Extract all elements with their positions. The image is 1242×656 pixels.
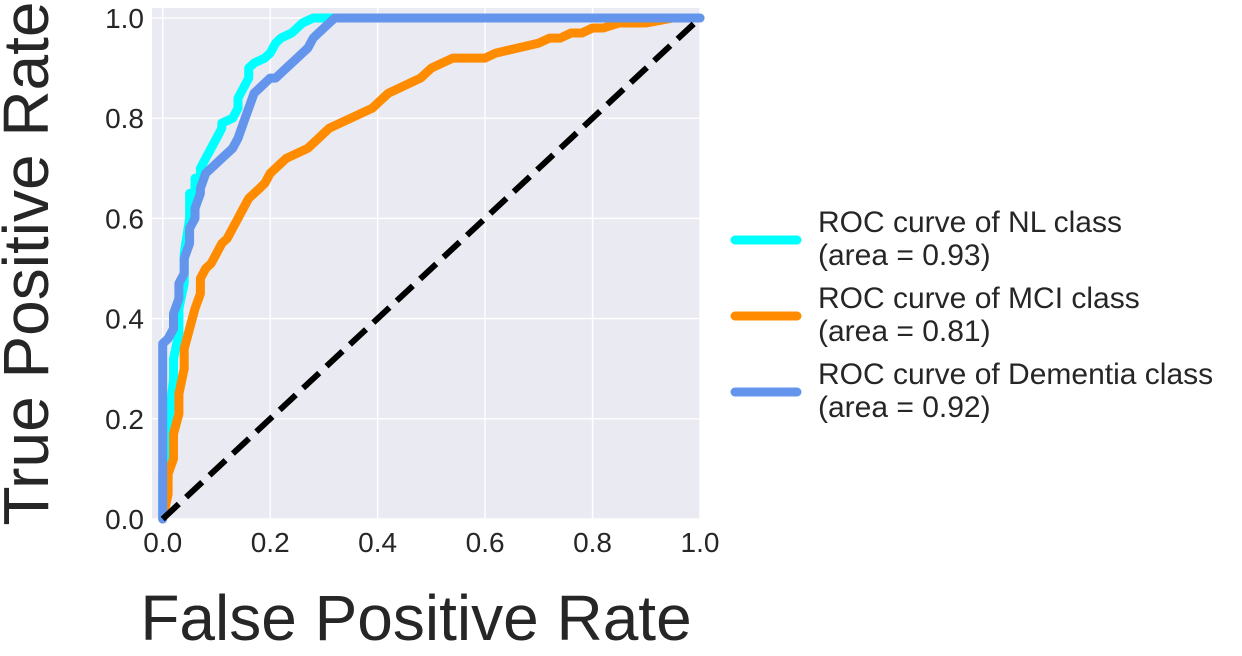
x-tick-label: 0.6 [466,527,505,558]
legend: ROC curve of NL class(area = 0.93)ROC cu… [730,206,1213,424]
legend-entry: ROC curve of Dementia class(area = 0.92) [730,358,1213,424]
x-axis-label: False Positive Rate [140,582,691,654]
legend-area-label: (area = 0.92) [818,391,991,424]
roc-curve-0 [158,13,705,524]
legend-entry: ROC curve of MCI class(area = 0.81) [730,282,1140,348]
x-tick-label: 1.0 [681,527,720,558]
x-tick-labels: 0.0 0.2 0.4 0.6 0.8 1.0 [143,527,719,558]
series-layer [158,13,705,524]
x-tick-label: 0.0 [143,527,182,558]
x-tick-label: 0.2 [251,527,290,558]
legend-label: ROC curve of NL class [818,206,1122,239]
legend-entry: ROC curve of NL class(area = 0.93) [730,206,1122,272]
y-tick-label: 0.0 [105,504,144,535]
roc-curve-2 [158,13,705,524]
y-tick-label: 0.2 [105,404,144,435]
y-tick-label: 1.0 [105,3,144,34]
y-tick-label: 0.8 [105,103,144,134]
y-axis-label: True Positive Rate [0,1,62,525]
x-tick-label: 0.8 [573,527,612,558]
legend-area-label: (area = 0.93) [818,239,991,272]
y-tick-labels: 0.0 0.2 0.4 0.6 0.8 1.0 [105,3,144,535]
y-tick-label: 0.6 [105,203,144,234]
chance-line [160,15,703,522]
y-tick-label: 0.4 [105,304,144,335]
x-tick-label: 0.4 [358,527,397,558]
legend-label: ROC curve of MCI class [818,282,1140,315]
legend-label: ROC curve of Dementia class [818,358,1213,391]
roc-curve-1 [158,13,705,524]
plot-area [152,8,700,519]
legend-area-label: (area = 0.81) [818,315,991,348]
